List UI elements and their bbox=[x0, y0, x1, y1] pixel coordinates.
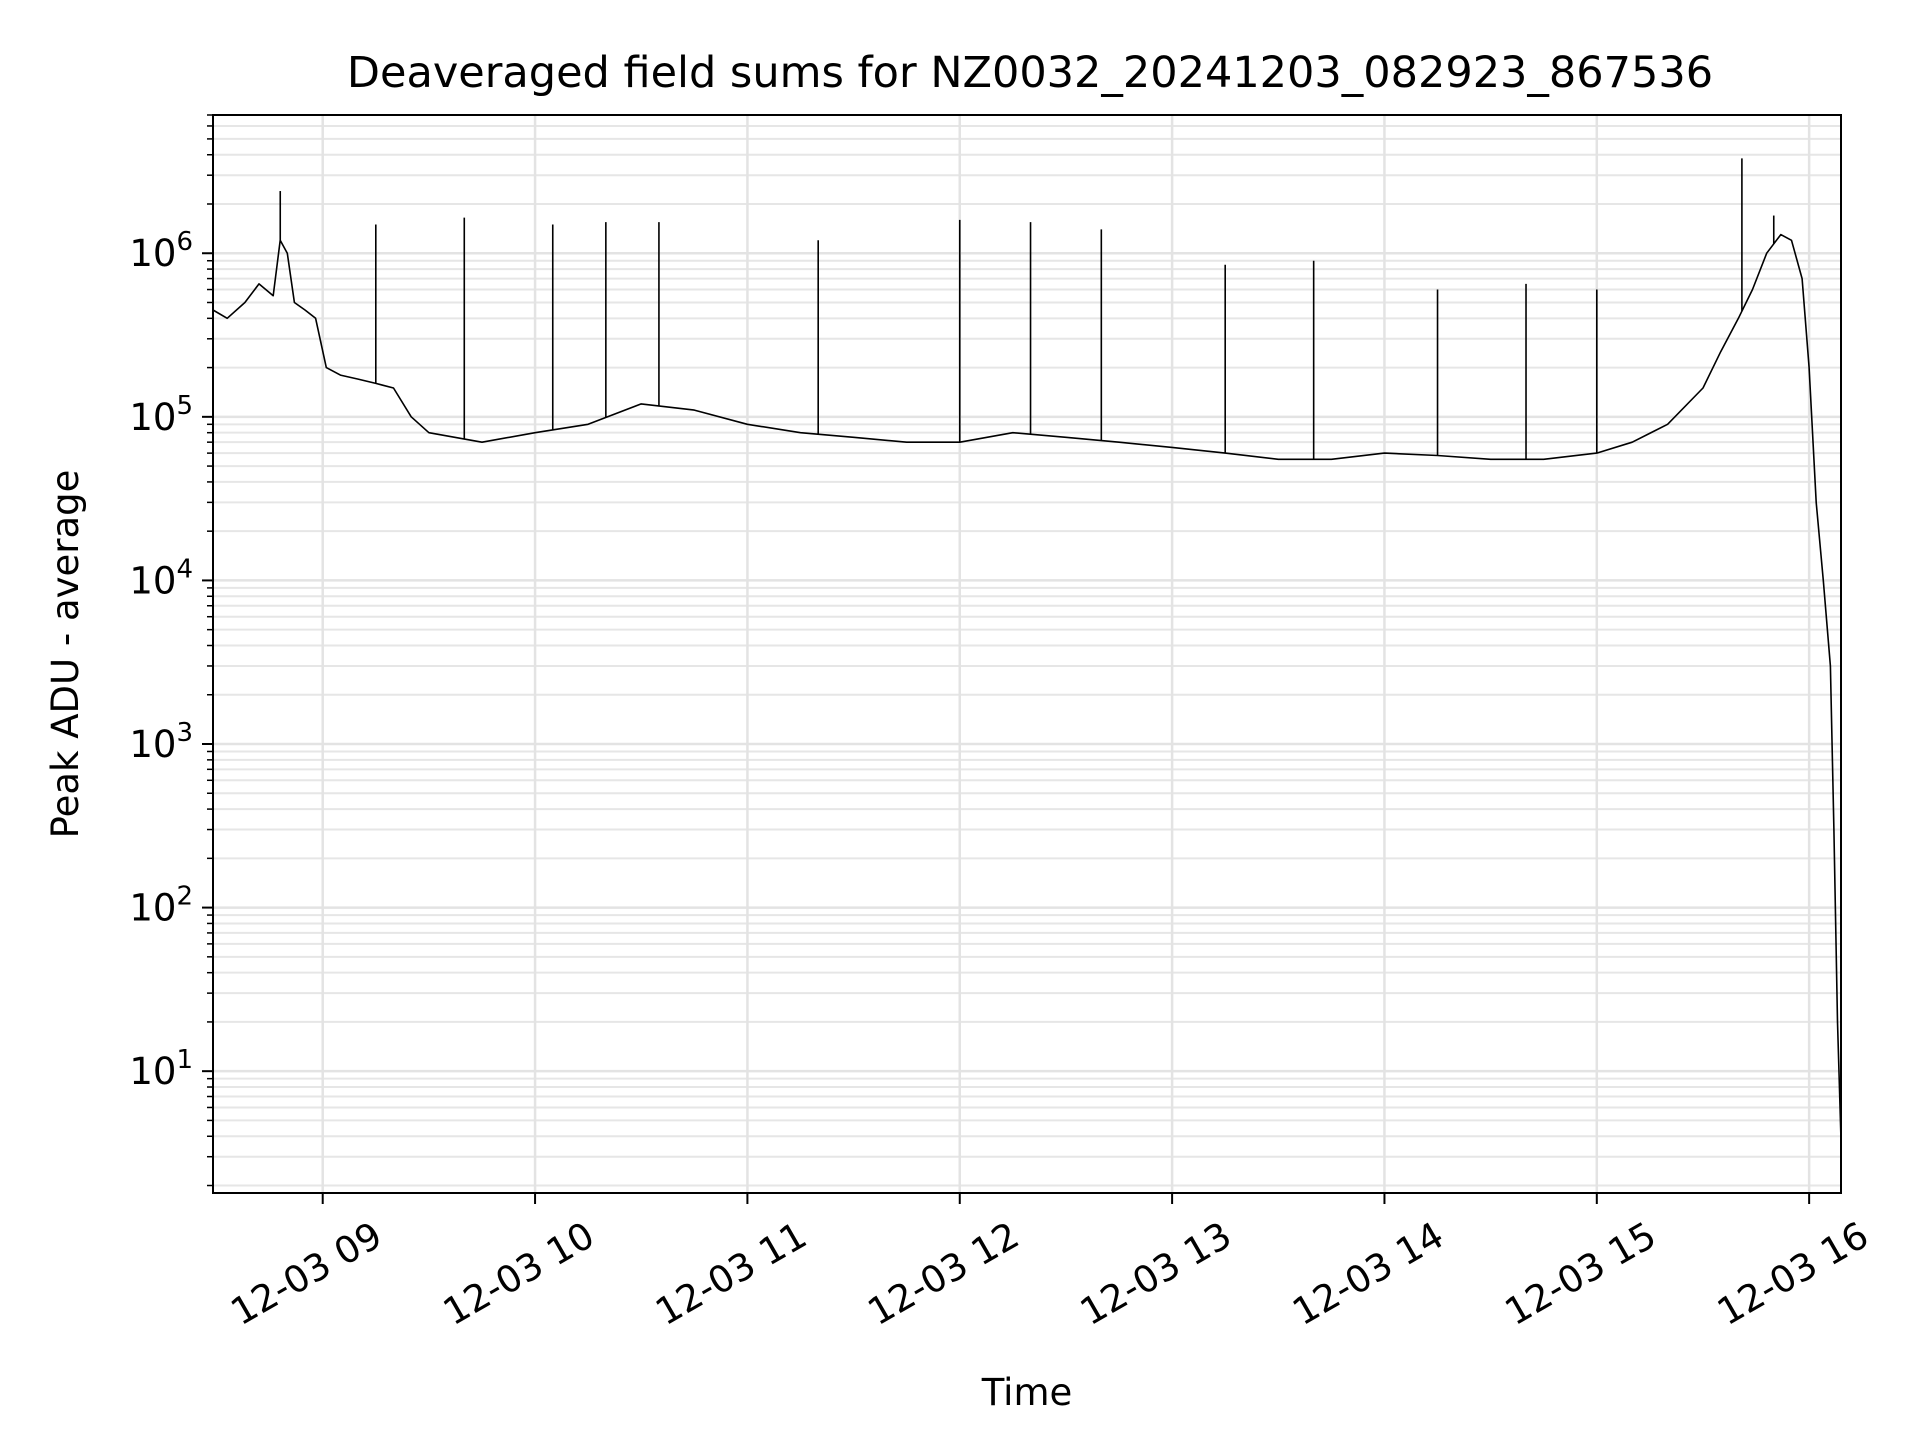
y-tick-label: 104 bbox=[129, 554, 193, 602]
y-tick-label: 106 bbox=[129, 227, 193, 275]
grid bbox=[213, 114, 1841, 1193]
series-line bbox=[212, 233, 1842, 1140]
y-axis: 101 102 103 104 105 106 bbox=[129, 114, 213, 1187]
y-tick-label: 102 bbox=[129, 882, 193, 930]
y-tick-label: 103 bbox=[129, 718, 193, 766]
x-axis-label: Time bbox=[981, 1371, 1073, 1414]
y-tick-label: 105 bbox=[129, 391, 193, 439]
y-axis-label: Peak ADU - average bbox=[44, 470, 87, 839]
y-tick-label: 101 bbox=[129, 1045, 193, 1093]
series-layer bbox=[212, 158, 1842, 1140]
plot-frame bbox=[212, 114, 1842, 1194]
chart-title: Deaveraged field sums for NZ0032_2024120… bbox=[347, 48, 1713, 98]
